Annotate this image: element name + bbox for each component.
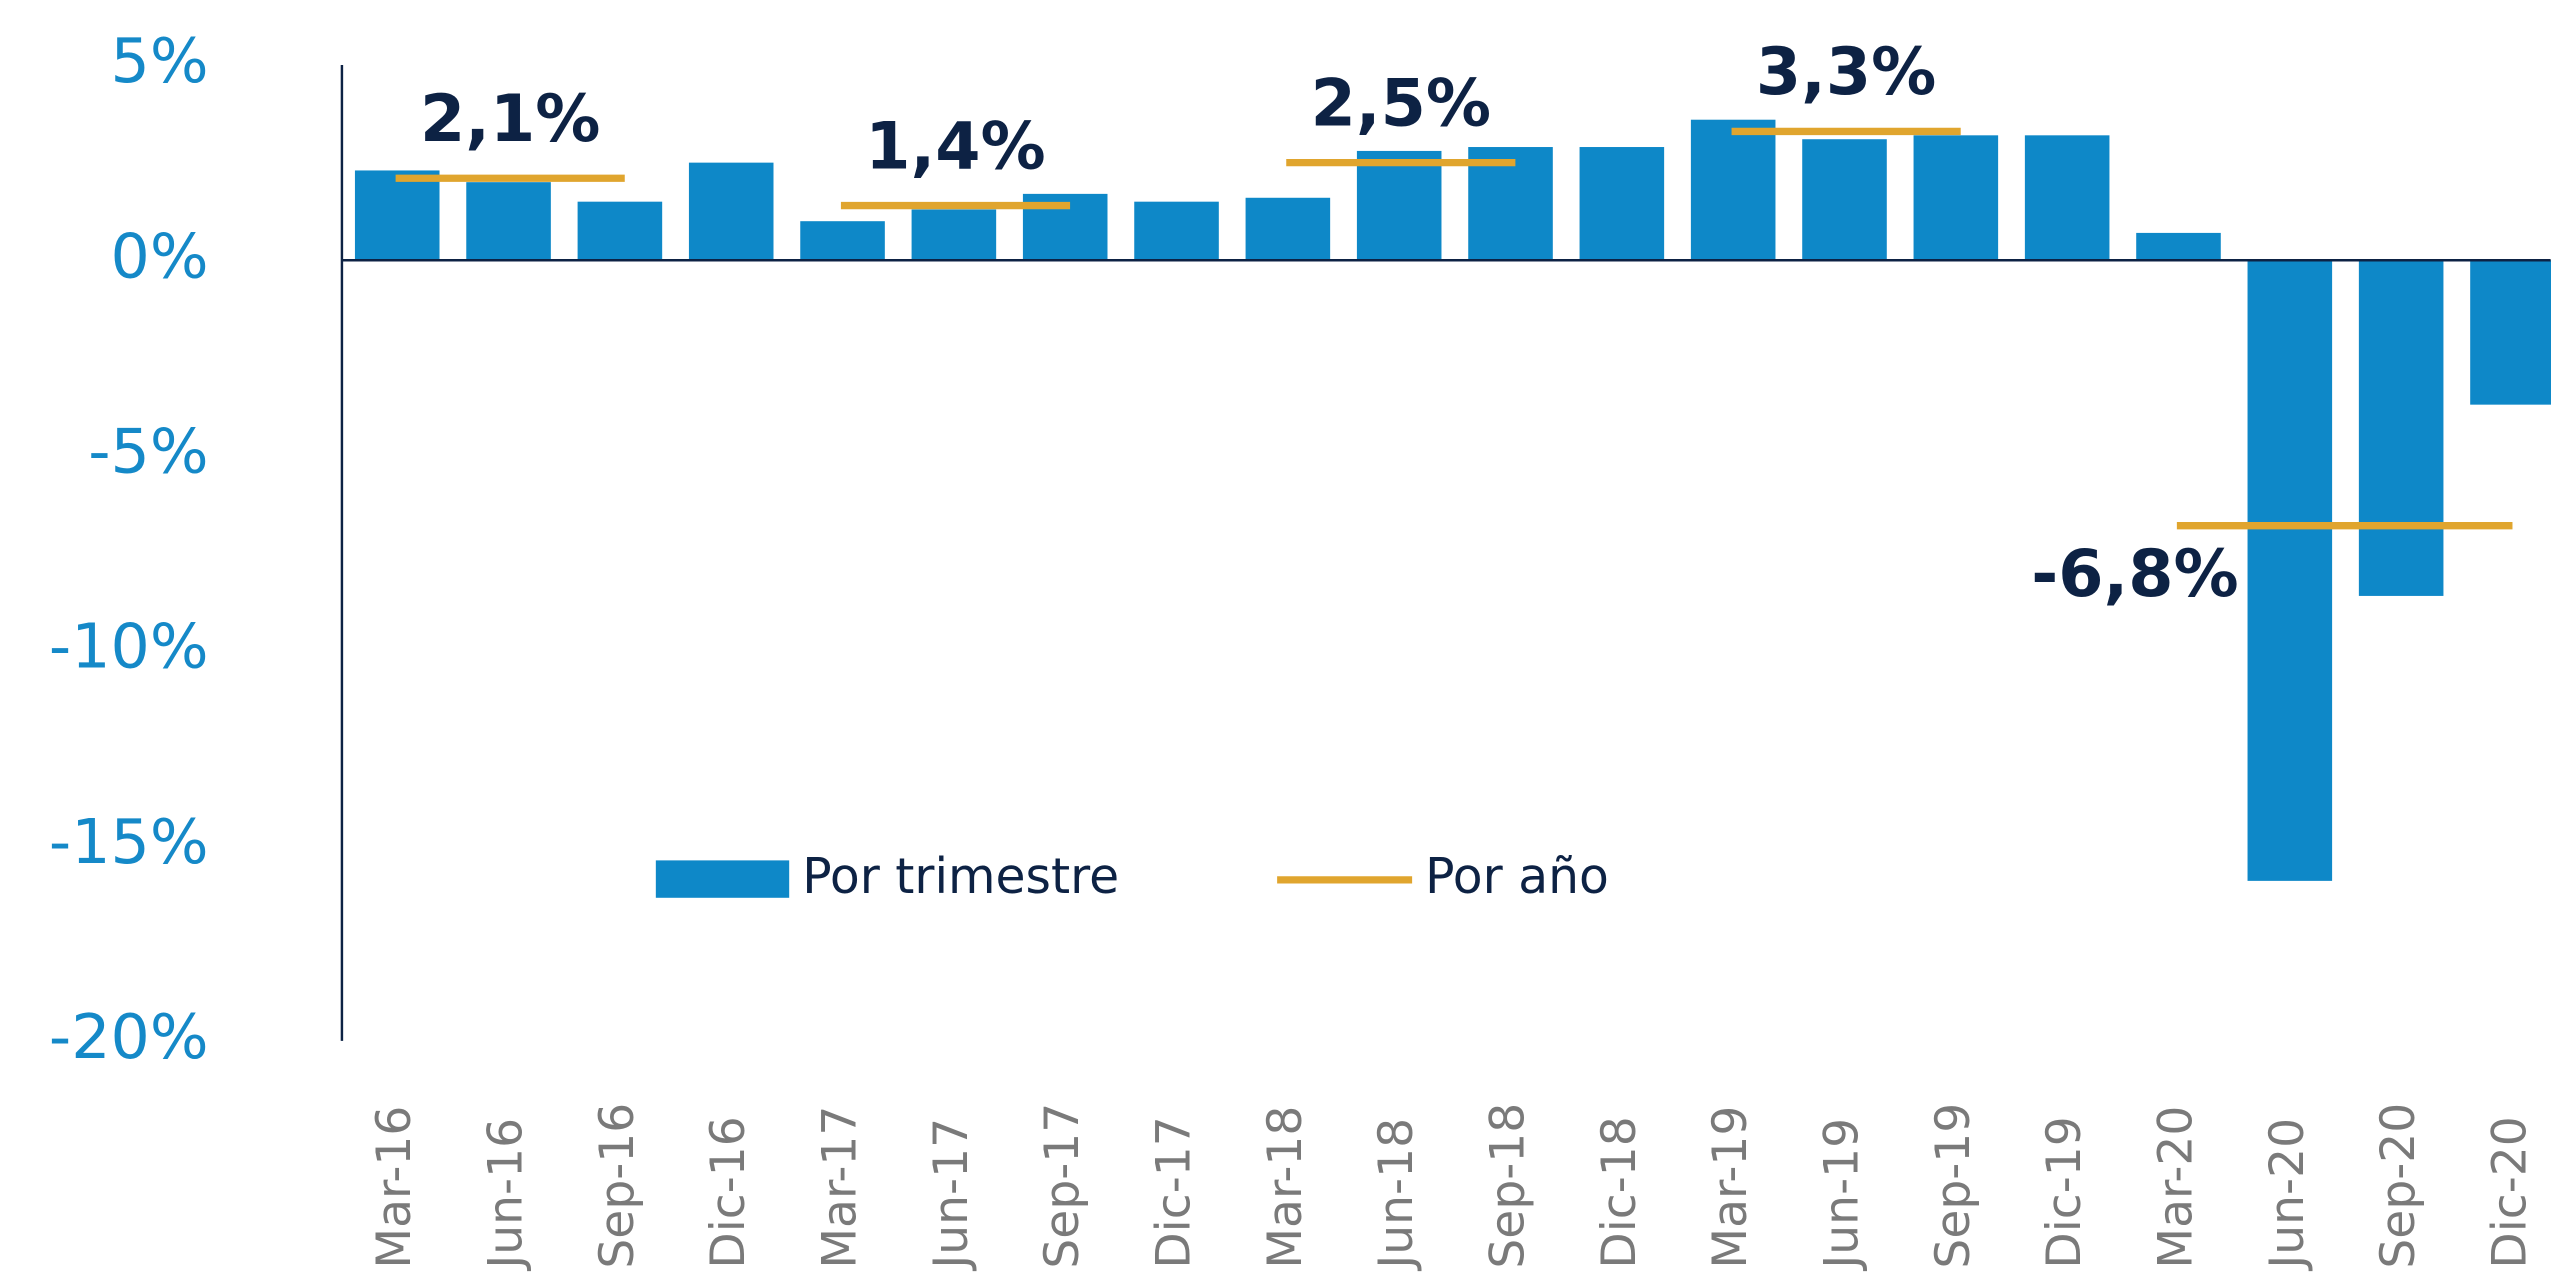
bar	[1913, 135, 1999, 261]
data-label: 1,4%	[865, 109, 1045, 184]
y-tick-label: -15%	[49, 806, 209, 878]
bar	[1802, 139, 1887, 261]
bar	[688, 162, 774, 261]
bar	[577, 201, 663, 261]
data-label: 3,3%	[1756, 35, 1936, 110]
x-tick-label: Dic-18	[1592, 1116, 1647, 1268]
y-tick-label: -20%	[49, 1001, 209, 1073]
bar	[2024, 135, 2110, 261]
bar	[354, 170, 440, 261]
x-tick-label: Sep-19	[1926, 1103, 1981, 1269]
y-tick-label: 0%	[111, 220, 209, 292]
y-tick-label: -5%	[88, 415, 208, 487]
y-tick-label: 5%	[111, 25, 209, 97]
bar	[2358, 260, 2444, 596]
bar	[1356, 150, 1442, 261]
bar	[911, 209, 997, 261]
x-tick-label: Jun-16	[479, 1118, 534, 1272]
x-tick-label: Sep-17	[1035, 1103, 1090, 1269]
x-tick-label: Sep-18	[1481, 1103, 1536, 1269]
x-tick-label: Mar-20	[2148, 1106, 2203, 1269]
bar	[2136, 232, 2221, 261]
bar	[2247, 260, 2333, 881]
x-tick-label: Jun-20	[2260, 1118, 2315, 1272]
x-tick-label: Jun-17	[924, 1118, 979, 1272]
legend-swatch	[655, 860, 790, 898]
data-label: 2,1%	[420, 82, 600, 157]
x-tick-label: Dic-20	[2482, 1116, 2537, 1268]
data-label: -6,8%	[2031, 537, 2238, 612]
x-tick-label: Sep-16	[590, 1103, 645, 1269]
x-tick-label: Dic-19	[2037, 1116, 2092, 1268]
bar	[1245, 197, 1331, 261]
legend-label: Por año	[1425, 848, 1609, 905]
bar	[1579, 147, 1665, 261]
x-tick-label: Dic-17	[1147, 1116, 1202, 1268]
x-tick-label: Jun-18	[1369, 1118, 1424, 1272]
x-tick-label: Mar-18	[1258, 1106, 1313, 1269]
y-tick-label: -10%	[49, 611, 209, 683]
bar	[1690, 119, 1776, 261]
legend-label: Por trimestre	[802, 848, 1119, 905]
bar	[466, 182, 551, 261]
data-label: 2,5%	[1311, 66, 1491, 141]
x-tick-label: Mar-16	[367, 1106, 422, 1269]
bar	[1134, 201, 1219, 261]
x-tick-label: Jun-19	[1815, 1118, 1870, 1272]
x-tick-label: Mar-19	[1703, 1106, 1758, 1269]
bar	[2470, 260, 2551, 405]
x-tick-label: Dic-16	[701, 1116, 756, 1268]
bar	[800, 221, 885, 261]
x-tick-label: Sep-20	[2371, 1103, 2426, 1269]
x-tick-label: Mar-17	[813, 1106, 868, 1269]
